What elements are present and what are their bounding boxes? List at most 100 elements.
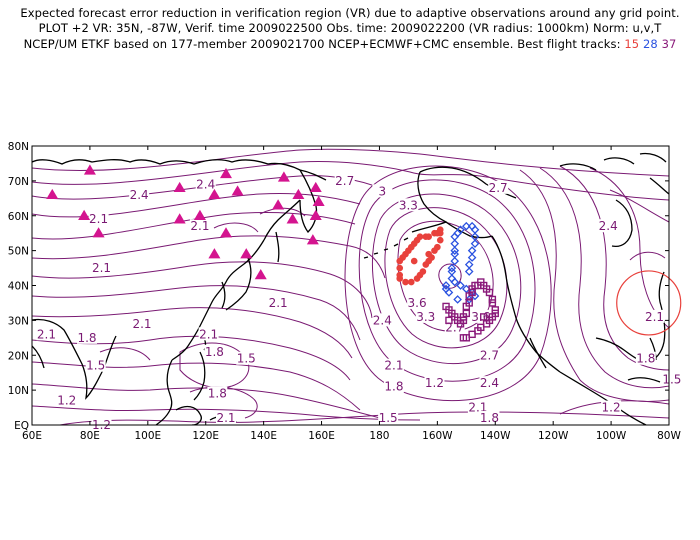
- track-28-point: [450, 256, 460, 266]
- latitude-label: 30N: [8, 315, 29, 327]
- observation-triangle: [254, 269, 267, 280]
- observation-triangle: [286, 213, 299, 224]
- contour-label-bg: [85, 358, 106, 372]
- contour-label: 2.1: [89, 212, 108, 226]
- track-37-point: [445, 316, 453, 325]
- contour-label-bg: [77, 330, 98, 344]
- observation-triangle: [208, 248, 221, 259]
- contour-label-bg: [661, 372, 682, 386]
- track-15-point: [396, 257, 404, 265]
- contour-label: 2.1: [132, 317, 151, 331]
- contour-label: 1.8: [77, 331, 96, 345]
- track-label-blue: 28: [642, 37, 658, 51]
- contour-label-bg: [479, 348, 500, 362]
- contour-label: 2.1: [216, 411, 235, 425]
- longitude-label: 60E: [22, 430, 42, 442]
- contour-label: 3: [379, 184, 387, 198]
- contour-labels: 2.7 3 3.3 2.7 2.4 2.4 2.1 2.1 2.4 2.1 2.1 2.1 1.8 2.1…: [36, 173, 682, 432]
- contour-label-bg: [334, 173, 355, 187]
- observation-triangle: [277, 171, 290, 182]
- track-28-point: [453, 295, 462, 304]
- contour-label-bg: [236, 351, 257, 365]
- contour-label-bg: [479, 411, 500, 425]
- observation-triangle: [306, 234, 319, 245]
- contour-label: 2.7: [335, 174, 354, 188]
- contour-label: 2.1: [199, 327, 218, 341]
- contour-label: 1.5: [237, 352, 256, 366]
- track-28-point: [456, 281, 465, 290]
- track-28-point: [447, 263, 457, 273]
- longitude-label: 100W: [596, 430, 627, 442]
- longitude-label: 160E: [308, 430, 335, 442]
- observation-triangle: [173, 213, 186, 224]
- contour-label-bg: [479, 376, 500, 390]
- latitude-label: EQ: [14, 420, 29, 432]
- latitude-label: 70N: [8, 176, 29, 188]
- contour-label: 1.8: [480, 411, 499, 425]
- contour-label-bg: [424, 376, 445, 390]
- track-37-point: [488, 299, 497, 307]
- longitude-label: 180: [369, 430, 389, 442]
- observation-triangle: [309, 181, 322, 193]
- observation-triangle: [272, 199, 285, 210]
- observation-triangle: [240, 248, 253, 259]
- track-15-point: [434, 243, 441, 251]
- track-15-point: [408, 278, 415, 286]
- contour-label-bg: [467, 400, 488, 414]
- contour-label-bg: [378, 411, 399, 425]
- plot-title-line3: NCEP/UM ETKF based on 177-member 2009021…: [0, 37, 700, 51]
- contour-label-bg: [268, 295, 289, 309]
- coastlines: [32, 152, 669, 425]
- contour-label-bg: [215, 411, 236, 425]
- contour-label: 2.1: [645, 310, 664, 324]
- contour-label-bg: [91, 261, 112, 275]
- observation-triangle: [219, 167, 232, 179]
- flight-tracks: [396, 221, 499, 342]
- observation-triangle: [92, 227, 105, 238]
- longitude-label: 80E: [80, 430, 100, 442]
- latitude-label: 20N: [8, 350, 29, 362]
- track-label-red: 15: [624, 37, 640, 51]
- contour-label: 2.1: [92, 261, 111, 275]
- contour-label: 2.4: [599, 219, 618, 233]
- latitude-label: 60N: [8, 211, 29, 223]
- latitude-label: 40N: [8, 281, 29, 293]
- track-28-point: [441, 281, 451, 290]
- contour-label: 1.2: [602, 401, 621, 415]
- track-15-point: [396, 275, 404, 282]
- observation-triangle: [231, 185, 244, 196]
- contour-label: 2.1: [37, 327, 56, 341]
- contour-label: 1.8: [205, 345, 224, 359]
- contour-label-bg: [204, 344, 225, 358]
- observation-triangle: [193, 209, 206, 220]
- longitude-label: 140W: [480, 430, 511, 442]
- track-28-point: [461, 221, 471, 231]
- observation-triangle: [173, 181, 186, 193]
- contour-label-bg: [88, 212, 109, 226]
- longitude-label: 140E: [250, 430, 277, 442]
- contour-label: 1.8: [208, 387, 227, 401]
- contour-label: 1.2: [57, 394, 76, 408]
- track-15-point: [436, 229, 444, 237]
- plot-title-line2: PLOT +2 VR: 35N, -87W, Verif. time 20090…: [38, 21, 662, 35]
- track-15-point: [425, 250, 432, 258]
- observation-triangle: [309, 209, 322, 220]
- contour-label: 2.4: [480, 376, 499, 390]
- longitude-label: 100E: [134, 430, 161, 442]
- contour-label-bg: [407, 295, 428, 309]
- track-28-point: [464, 267, 474, 276]
- contour-label-bg: [635, 351, 656, 365]
- track-15-point: [419, 268, 427, 275]
- contour-label: 3.3: [399, 198, 418, 212]
- observation-triangle: [312, 195, 325, 206]
- track-37-point: [462, 309, 471, 318]
- contour-label-bg: [189, 219, 210, 233]
- contour-label: 1.5: [662, 373, 681, 387]
- track-15-point: [436, 236, 444, 244]
- contour-label: 1.2: [425, 376, 444, 390]
- track-37-point: [479, 313, 488, 321]
- longitude-label: 120W: [538, 430, 569, 442]
- contour-label: 2.7: [489, 181, 508, 195]
- contour-label: 2.4: [373, 313, 392, 327]
